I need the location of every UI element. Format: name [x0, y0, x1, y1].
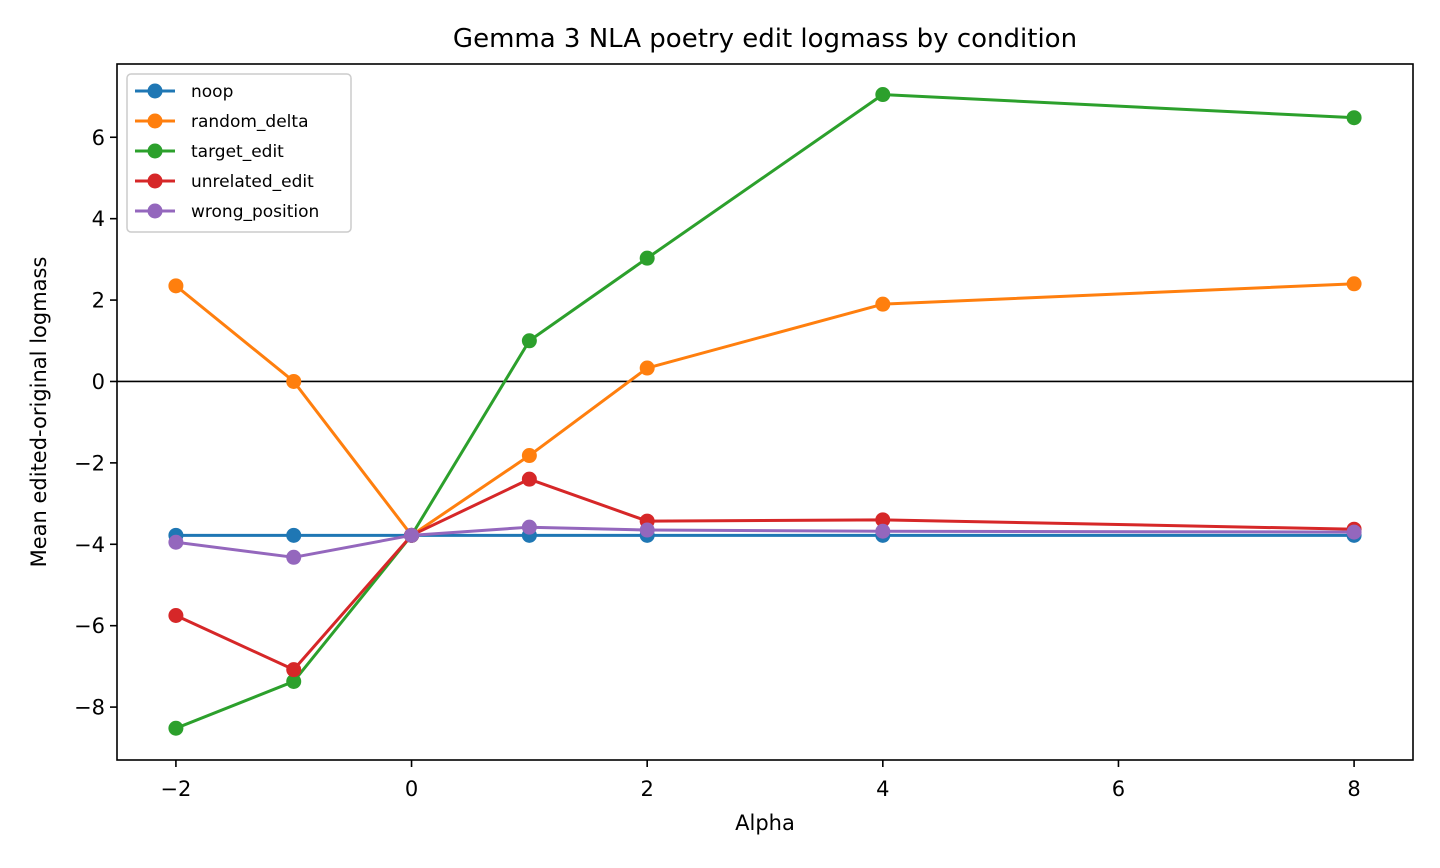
legend-label: wrong_position — [191, 202, 319, 222]
x-tick-label: 2 — [640, 777, 653, 801]
y-tick-label: −6 — [74, 614, 105, 638]
data-point-random_delta — [286, 373, 302, 389]
legend-marker — [147, 83, 163, 99]
data-point-unrelated_edit — [521, 471, 537, 487]
series-line-wrong_position — [174, 525, 1356, 559]
x-tick-label: 0 — [405, 777, 418, 801]
y-tick-label: 0 — [92, 370, 105, 394]
legend-marker — [147, 113, 163, 129]
y-tick-label: −8 — [74, 696, 105, 720]
series-wrong_position — [168, 519, 1362, 565]
x-tick-label: 8 — [1347, 777, 1360, 801]
series-line-random_delta — [173, 282, 1356, 537]
data-point-target_edit — [875, 87, 891, 103]
legend-marker — [147, 203, 163, 219]
data-point-random_delta — [639, 360, 655, 376]
data-point-wrong_position — [521, 519, 537, 535]
plot-content — [117, 87, 1413, 736]
x-axis-label: Alpha — [735, 811, 795, 835]
data-point-wrong_position — [404, 527, 420, 543]
series-line-unrelated_edit — [173, 477, 1356, 672]
series-random_delta — [168, 276, 1362, 543]
y-tick-label: 4 — [92, 207, 105, 231]
data-point-wrong_position — [875, 523, 891, 539]
data-point-wrong_position — [286, 549, 302, 565]
chart-title: Gemma 3 NLA poetry edit logmass by condi… — [453, 24, 1077, 54]
y-tick-label: 2 — [92, 289, 105, 313]
legend-label: random_delta — [191, 112, 309, 132]
legend-label: noop — [191, 82, 233, 102]
data-point-unrelated_edit — [286, 662, 302, 678]
data-point-random_delta — [875, 296, 891, 312]
data-point-target_edit — [521, 333, 537, 349]
data-point-random_delta — [168, 278, 184, 294]
legend-marker — [147, 143, 163, 159]
y-tick-label: −2 — [74, 451, 105, 475]
x-tick-label: 6 — [1112, 777, 1125, 801]
axes: −2 0 2 4 6 8 −8 −6 −4 −2 0 2 4 6 — [74, 63, 1414, 801]
plot-frame — [116, 63, 1414, 761]
data-point-unrelated_edit — [168, 608, 184, 624]
legend-item-random_delta: random_delta — [135, 112, 309, 132]
x-tick-label: −2 — [160, 777, 191, 801]
legend-label: target_edit — [191, 142, 284, 162]
legend-item-unrelated_edit: unrelated_edit — [135, 172, 314, 192]
legend-label: unrelated_edit — [191, 172, 314, 192]
series-target_edit — [168, 87, 1362, 736]
data-point-random_delta — [521, 448, 537, 464]
data-point-random_delta — [1346, 276, 1362, 292]
data-point-target_edit — [1346, 110, 1362, 126]
data-point-target_edit — [639, 250, 655, 266]
legend-marker — [147, 173, 163, 189]
legend: noop random_delta target_edit unrelated_edi… — [126, 73, 352, 233]
data-point-unrelated_edit — [875, 512, 891, 528]
data-point-wrong_position — [168, 534, 184, 550]
y-tick-label: 6 — [92, 126, 105, 150]
legend-item-target_edit: target_edit — [135, 142, 284, 162]
x-tick-label: 4 — [876, 777, 889, 801]
data-point-noop — [286, 527, 302, 543]
y-axis-label: Mean edited-original logmass — [27, 257, 51, 568]
series-line-target_edit — [173, 93, 1356, 731]
data-point-wrong_position — [639, 522, 655, 538]
legend-box — [126, 73, 352, 233]
data-point-target_edit — [168, 720, 184, 736]
y-tick-label: −4 — [74, 533, 105, 557]
legend-item-wrong_position: wrong_position — [135, 202, 319, 222]
plot-area — [117, 87, 1413, 736]
data-point-target_edit — [286, 673, 302, 689]
series-unrelated_edit — [168, 471, 1362, 678]
legend-item-noop: noop — [135, 82, 233, 102]
data-point-wrong_position — [1346, 524, 1362, 540]
